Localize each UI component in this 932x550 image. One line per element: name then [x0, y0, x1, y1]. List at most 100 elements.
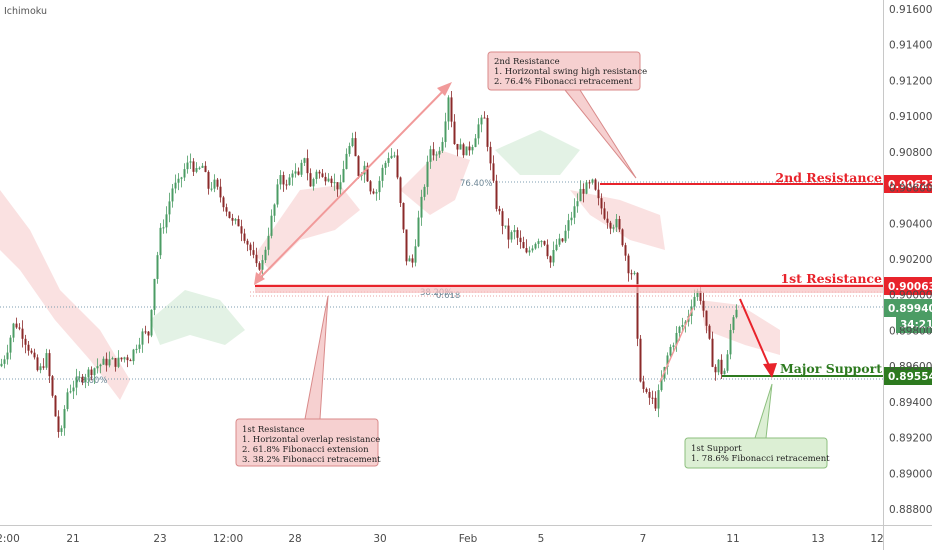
countdown-tag-bg	[896, 316, 932, 333]
resistance1-price-tag: 0.90063	[888, 281, 932, 293]
candle-body	[90, 369, 93, 376]
candle-body	[696, 291, 699, 297]
candle-body	[165, 214, 168, 228]
note-support[interactable]: 1st Support 1. 78.6% Fibonacci retraceme…	[684, 383, 830, 469]
price-tick-13: 0.89000	[889, 468, 932, 480]
candle-body	[186, 162, 189, 170]
candle-body	[507, 225, 510, 240]
candle-body	[447, 97, 450, 122]
time-tick-8: 7	[640, 533, 647, 545]
candle-body	[30, 350, 33, 353]
candle-body	[393, 155, 396, 157]
candle-body	[249, 244, 252, 251]
candle-body	[537, 241, 540, 244]
candle-body	[399, 177, 402, 203]
candle-body	[228, 211, 231, 218]
candle-body	[348, 145, 351, 154]
candle-body	[252, 250, 255, 255]
candle-body	[636, 272, 639, 339]
candle-body	[642, 381, 645, 389]
candle-body	[543, 241, 546, 245]
time-axis[interactable]: 2:00 21 23 12:00 28 30 Feb 5 7 11 13 12	[0, 533, 884, 545]
candle-body	[111, 358, 114, 360]
fib-label-78: 78.60%	[75, 376, 107, 386]
note-support-title: 1st Support	[691, 444, 742, 454]
candle-body	[303, 158, 306, 163]
note-resistance1[interactable]: 1st Resistance 1. Horizontal overlap res…	[235, 295, 381, 467]
candle-body	[87, 369, 90, 378]
candle-body	[189, 161, 192, 163]
time-tick-4: 28	[288, 533, 301, 545]
candle-body	[291, 173, 294, 178]
candle-body	[24, 338, 27, 345]
candle-body	[498, 208, 501, 212]
candle-body	[273, 204, 276, 216]
candle-body	[456, 144, 459, 150]
candle-body	[546, 244, 549, 257]
note-resistance2-line-2: 2. 76.4% Fibonacci retracement	[494, 77, 633, 87]
candle-body	[213, 179, 216, 189]
candle-body	[609, 222, 612, 229]
candle-body	[45, 353, 48, 368]
resistance2-price-tag-bg	[884, 175, 932, 193]
candle-body	[195, 168, 198, 172]
candle-body	[612, 227, 615, 229]
rebound-arrow	[659, 307, 694, 383]
candle-body	[552, 249, 555, 263]
price-tick-10: 0.89600	[889, 361, 932, 373]
candle-body	[489, 146, 492, 164]
candle-body	[549, 256, 552, 263]
candle-body	[468, 146, 471, 151]
candle-body	[720, 359, 723, 375]
time-tick-5: 30	[373, 533, 386, 545]
candle-body	[501, 211, 504, 226]
candle-body	[465, 146, 468, 156]
candle-body	[627, 255, 630, 274]
time-tick-3: 12:00	[213, 533, 243, 545]
candle-body	[354, 138, 357, 157]
candle-body	[471, 147, 474, 151]
candle-body	[279, 175, 282, 185]
candle-body	[438, 150, 441, 155]
candle-body	[705, 310, 708, 326]
candle-body	[723, 370, 726, 375]
candle-body	[534, 243, 537, 249]
candle-body	[435, 154, 438, 156]
note-resistance2[interactable]: 2nd Resistance 1. Horizontal swing high …	[487, 51, 647, 179]
candle-body	[138, 344, 141, 349]
note-resistance1-title: 1st Resistance	[242, 425, 305, 435]
price-axis[interactable]: 0.91600 0.91400 0.91200 0.91000 0.90800 0.906…	[889, 4, 932, 516]
candle-body	[594, 179, 597, 190]
candle-body	[129, 360, 132, 362]
candle-body	[429, 149, 432, 162]
candle-body	[321, 173, 324, 177]
candle-body	[39, 366, 42, 371]
candle-body	[414, 246, 417, 263]
price-tick-2: 0.91200	[889, 75, 932, 87]
candle-body	[156, 255, 159, 279]
ichimoku-cloud	[0, 130, 780, 400]
candle-body	[426, 161, 429, 187]
candle-body	[657, 390, 660, 409]
candle-body	[78, 376, 81, 378]
note-resistance1-line-2: 2. 61.8% Fibonacci extension	[242, 445, 369, 455]
candle-body	[309, 173, 312, 187]
candle-body	[153, 278, 156, 310]
candle-body	[51, 376, 54, 396]
candle-body	[288, 177, 291, 185]
candle-body	[216, 179, 219, 187]
candle-body	[333, 182, 336, 184]
time-tick-0: 2:00	[0, 533, 20, 545]
candle-body	[114, 358, 117, 367]
resistance1-zone	[255, 284, 883, 293]
candle-body	[183, 169, 186, 178]
candle-body	[231, 217, 234, 221]
candle-body	[408, 258, 411, 262]
candle-body	[603, 208, 606, 219]
fib-label-76: 76.40%	[460, 179, 492, 189]
candle-body	[141, 331, 144, 345]
indicator-label[interactable]: Ichimoku	[4, 6, 47, 17]
candle-body	[60, 428, 63, 432]
candle-body	[519, 237, 522, 243]
